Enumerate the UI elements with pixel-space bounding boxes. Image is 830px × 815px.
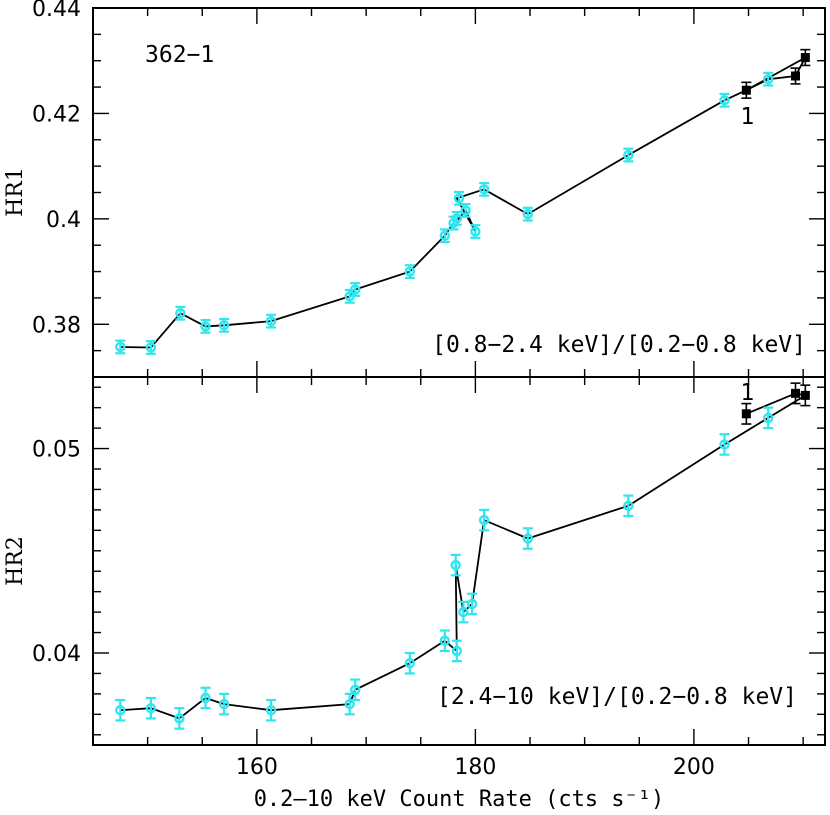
data-point xyxy=(791,71,801,81)
data-point xyxy=(522,208,534,220)
data-point xyxy=(470,226,481,237)
panel-hr2-ticks xyxy=(92,377,825,745)
data-point xyxy=(800,53,810,63)
data-point xyxy=(623,500,634,511)
data-point xyxy=(344,698,355,710)
data-point xyxy=(218,320,230,331)
panel-hr2-frame xyxy=(92,376,826,746)
data-point xyxy=(451,645,463,657)
x-tick-labels: 160 180 200 xyxy=(236,755,715,780)
data-point xyxy=(174,713,185,724)
panel-hr1-y-tick-labels: 0.38 0.4 0.42 0.44 xyxy=(32,0,81,338)
data-point xyxy=(719,439,730,450)
data-point xyxy=(439,230,450,241)
data-point xyxy=(439,635,450,646)
data-point xyxy=(762,412,774,424)
series-connecting-line xyxy=(120,55,808,349)
data-point xyxy=(623,149,634,161)
data-point xyxy=(451,213,463,224)
data-point xyxy=(350,684,361,695)
panel-hr1-y-axis-label: HR1 xyxy=(3,167,28,217)
series-connecting-line xyxy=(120,392,808,720)
data-point xyxy=(762,73,774,85)
data-point xyxy=(145,342,157,353)
y-tick-label: 0.04 xyxy=(32,642,81,667)
panel-hr2-y-tick-labels: 0.04 0.05 xyxy=(32,438,81,667)
data-point xyxy=(522,533,534,544)
x-axis-label: 0.2–10 keV Count Rate (cts s⁻¹) xyxy=(254,787,665,812)
data-point xyxy=(404,266,416,277)
panel-hr2-ratio-label: [2.4−10 keV]/[0.2−0.8 keV] xyxy=(437,684,797,710)
data-point xyxy=(115,705,126,716)
x-tick-label: 160 xyxy=(236,755,278,780)
data-point xyxy=(265,705,277,716)
y-tick-label: 0.42 xyxy=(32,102,81,127)
data-point xyxy=(741,409,751,419)
x-tick-label: 180 xyxy=(454,755,496,780)
data-point xyxy=(404,658,416,669)
panel-hr1-point-annotation: 1 xyxy=(740,104,754,130)
data-point xyxy=(460,205,471,216)
data-point xyxy=(458,606,469,618)
data-point xyxy=(350,284,361,295)
data-point xyxy=(453,193,465,204)
data-point xyxy=(719,95,730,106)
data-point xyxy=(478,514,490,526)
y-tick-label: 0.44 xyxy=(32,0,81,22)
panel-hr2-y-axis-label: HR2 xyxy=(3,536,28,586)
data-point xyxy=(200,321,211,332)
y-tick-label: 0.05 xyxy=(32,438,81,463)
panel-hr2-point-annotation: 1 xyxy=(740,380,754,406)
panel-hr1-ticks xyxy=(92,7,825,378)
y-tick-label: 0.38 xyxy=(32,313,81,338)
data-point xyxy=(265,315,277,327)
data-point xyxy=(466,598,478,610)
data-point xyxy=(800,390,810,400)
data-point xyxy=(218,698,230,710)
data-point xyxy=(175,308,186,319)
data-point xyxy=(145,703,157,714)
data-point xyxy=(200,692,211,704)
y-tick-label: 0.4 xyxy=(46,208,81,233)
x-tick-label: 200 xyxy=(673,755,715,780)
panel-hr1-series xyxy=(115,48,811,355)
data-point xyxy=(450,559,461,571)
panel-hr1-source-label: 362−1 xyxy=(145,42,214,68)
data-point xyxy=(478,184,490,195)
panel-hr2-series xyxy=(115,382,811,730)
data-point xyxy=(741,85,751,95)
panel-hr1-ratio-label: [0.8−2.4 keV]/[0.2−0.8 keV] xyxy=(432,332,806,358)
data-point xyxy=(115,341,126,353)
data-point xyxy=(791,388,801,398)
